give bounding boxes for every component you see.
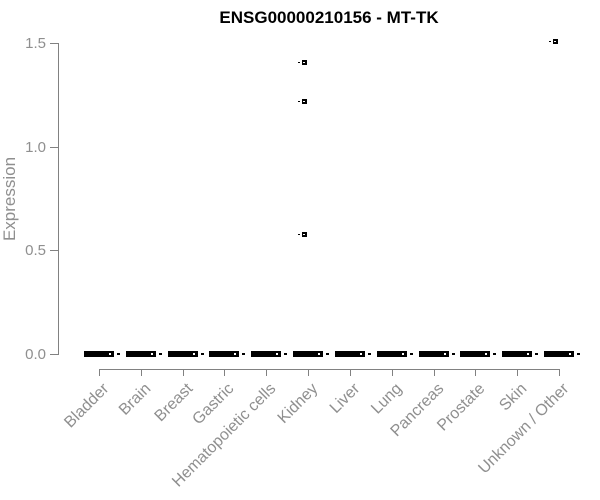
boxplot-notch [318,353,320,355]
y-axis-tick [50,354,58,355]
x-axis-tick [350,369,351,376]
boxplot-box [251,351,281,357]
boxplot-cap-dash [452,353,455,355]
boxplot-box [377,351,407,357]
boxplot-cap-dash [577,353,580,355]
boxplot-box [126,351,156,357]
boxplot-cap-dash [535,353,538,355]
x-axis-tick [517,369,518,376]
x-axis-tick [99,369,100,376]
boxplot-box [209,351,239,357]
outlier-point-center [303,234,305,235]
boxplot-cap-dash [284,353,287,355]
y-axis-tick-label: 1.0 [25,139,46,156]
outlier-point-center [303,101,305,102]
boxplot-notch [402,353,404,355]
chart-title: ENSG00000210156 - MT-TK [219,8,439,27]
x-axis-tick [392,369,393,376]
boxplot-notch [234,353,236,355]
boxplot-cap-dash [493,353,496,355]
y-axis-tick [50,250,58,251]
boxplot-cap-dash [326,353,329,355]
boxplot-notch [569,353,571,355]
outlier-point-center [554,41,556,42]
outlier-point-dash [298,62,300,63]
y-axis-tick-label: 1.5 [25,35,46,52]
outlier-point-dash [549,41,551,42]
x-axis-tick [475,369,476,376]
y-axis-tick [50,43,58,44]
boxplot-cap-dash [117,353,120,355]
outlier-point-dash [298,234,300,235]
boxplot-box [419,351,449,357]
x-axis-tick [183,369,184,376]
boxplot-box [460,351,490,357]
y-axis-tick [50,147,58,148]
x-axis-tick [308,369,309,376]
boxplot-cap-dash [159,353,162,355]
boxplot-cap-dash [368,353,371,355]
boxplot-cap-dash [410,353,413,355]
boxplot-cap-dash [242,353,245,355]
x-axis-tick [224,369,225,376]
boxplot-notch [444,353,446,355]
x-axis-tick [434,369,435,376]
boxplot-notch [109,353,111,355]
boxplot-box [502,351,532,357]
x-axis-tick [559,369,560,376]
outlier-point-dash [298,101,300,102]
y-axis-label: Expression [0,156,19,242]
x-axis-line [99,369,560,370]
boxplot-notch [276,353,278,355]
boxplot-box [544,351,574,357]
boxplot-cap-dash [201,353,204,355]
boxplot-box [168,351,198,357]
y-axis-tick-label: 0.0 [25,346,46,363]
boxplot-notch [193,353,195,355]
y-axis-line [58,43,59,355]
boxplot-notch [360,353,362,355]
y-axis-tick-label: 0.5 [25,242,46,259]
boxplot-notch [527,353,529,355]
x-axis-tick-label: Unknown / Other [475,380,573,478]
boxplot-notch [151,353,153,355]
boxplot-box [84,351,114,357]
boxplot-box [293,351,323,357]
outlier-point-center [303,62,305,63]
boxplot-box [335,351,365,357]
boxplot-notch [485,353,487,355]
x-axis-tick [141,369,142,376]
x-axis-tick [266,369,267,376]
